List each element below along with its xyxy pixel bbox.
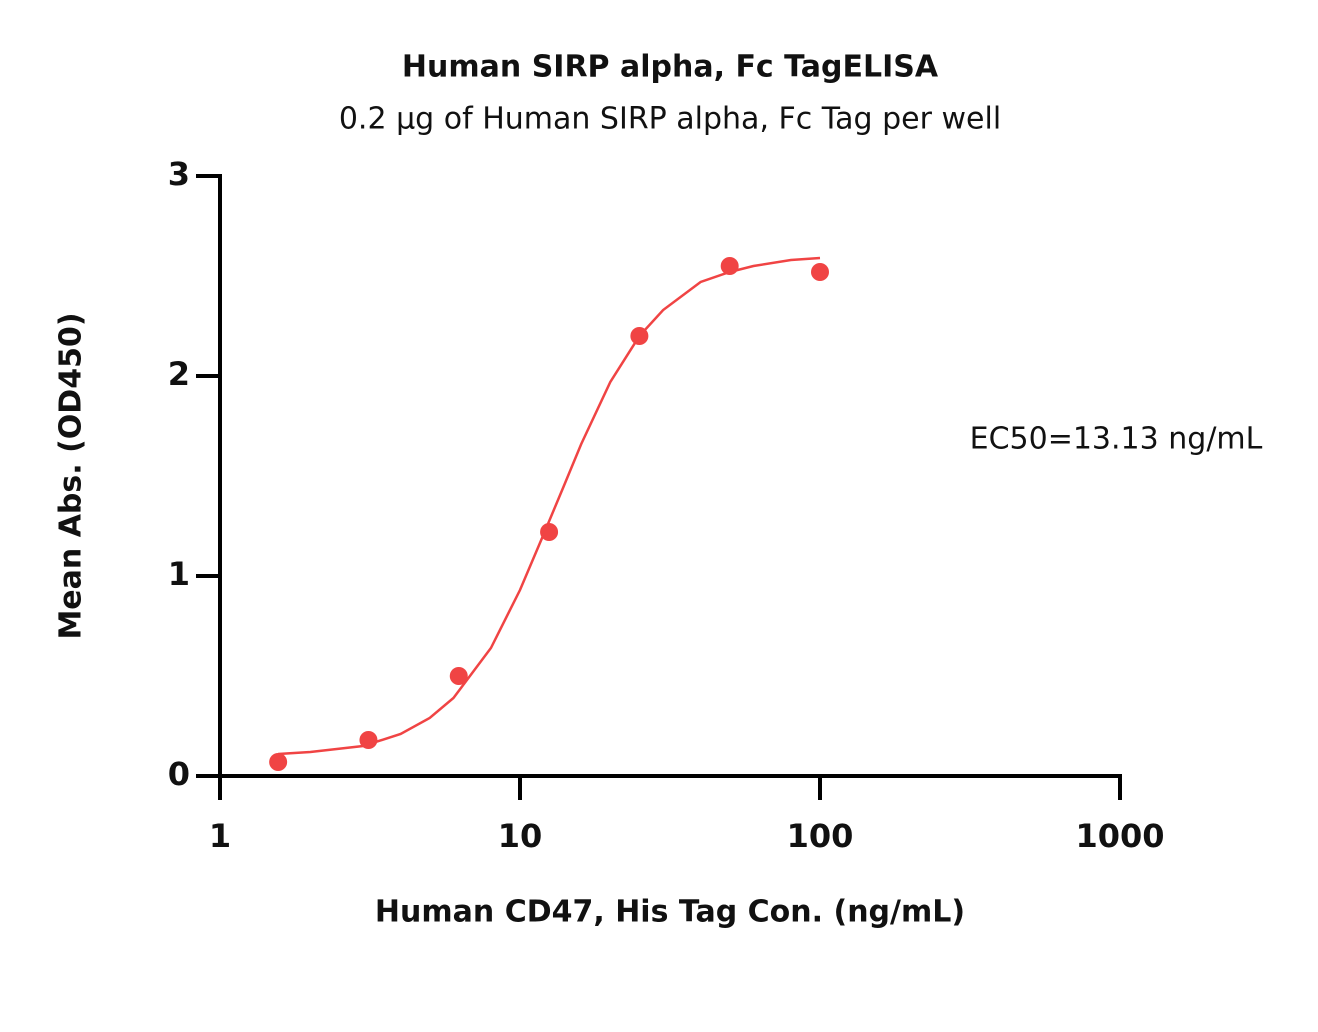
y-axis-label: Mean Abs. (OD450) — [54, 312, 89, 639]
data-point — [269, 753, 288, 771]
x-tick-label: 100 — [787, 817, 854, 855]
data-point — [811, 263, 829, 281]
x-tick-label: 10 — [498, 817, 543, 855]
fit-curve — [278, 256, 821, 756]
y-tick-label: 2 — [168, 355, 190, 393]
data-point — [540, 523, 559, 541]
x-tick-label: 1 — [209, 817, 231, 855]
x-axis-label: Human CD47, His Tag Con. (ng/mL) — [375, 895, 965, 930]
chart-title: Human SIRP alpha, Fc TagELISA — [402, 50, 939, 85]
y-tick-label: 1 — [168, 555, 190, 593]
chart-subtitle: 0.2 μg of Human SIRP alpha, Fc Tag per w… — [339, 102, 1001, 137]
x-tick-label: 1000 — [1075, 817, 1164, 855]
y-tick-label: 0 — [168, 755, 190, 793]
annotation: EC50=13.13 ng/mL — [970, 422, 1263, 457]
data-point — [449, 667, 468, 685]
y-tick-label: 3 — [168, 155, 190, 193]
